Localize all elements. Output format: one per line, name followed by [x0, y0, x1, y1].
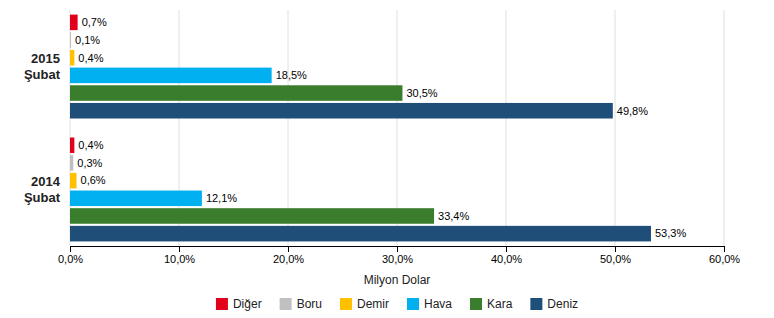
- bar: [70, 173, 77, 189]
- data-label: 49,8%: [617, 105, 648, 117]
- x-tick-line: [724, 246, 725, 252]
- category-label: 2014 Şubat: [20, 174, 61, 205]
- bar: [70, 226, 651, 242]
- plot-area: 0,7% 0,4% 0,1% 0,3% 0,4% 0,6% 18,5% 12,1% 30,5% 3…: [20, 10, 740, 287]
- x-tick-label: 20,0%: [273, 253, 304, 265]
- data-label: 30,5%: [406, 87, 437, 99]
- x-tick: 10,0%: [164, 246, 195, 265]
- grid-line: [724, 10, 725, 246]
- x-tick: 20,0%: [273, 246, 304, 265]
- legend-item: Hava: [407, 297, 452, 311]
- x-tick: 60,0%: [709, 246, 740, 265]
- data-label: 0,6%: [81, 174, 106, 186]
- legend-label: Boru: [297, 297, 322, 311]
- bars: [70, 15, 651, 242]
- category-label-line: Şubat: [20, 67, 60, 82]
- bar: [70, 103, 613, 119]
- legend-label: Hava: [424, 297, 452, 311]
- x-tick-label: 30,0%: [382, 253, 413, 265]
- x-tick-label: 10,0%: [164, 253, 195, 265]
- x-tick-label: 0,0%: [58, 253, 83, 265]
- bar: [70, 155, 73, 171]
- x-tick: 0,0%: [58, 246, 83, 265]
- x-tick-label: 60,0%: [709, 253, 740, 265]
- legend: Diğer Boru Demir Hava Kara Deniz: [216, 297, 578, 311]
- x-tick-label: 40,0%: [491, 253, 522, 265]
- category-label-line: 2015: [31, 51, 60, 66]
- chart-container: 0,7% 0,4% 0,1% 0,3% 0,4% 0,6% 18,5% 12,1% 30,5% 3…: [0, 0, 774, 318]
- legend-swatch: [407, 298, 419, 310]
- data-label: 12,1%: [206, 192, 237, 204]
- legend-swatch: [470, 298, 482, 310]
- legend-label: Deniz: [547, 297, 578, 311]
- x-tick-label: 50,0%: [600, 253, 631, 265]
- bar: [70, 191, 202, 207]
- x-tick: 40,0%: [491, 246, 522, 265]
- legend-swatch: [280, 298, 292, 310]
- data-labels: 0,7% 0,4% 0,1% 0,3% 0,4% 0,6% 18,5% 12,1% 30,5% 3…: [75, 16, 686, 239]
- legend-item: Demir: [340, 297, 389, 311]
- grid: [70, 10, 724, 246]
- legend-swatch: [530, 298, 542, 310]
- data-label: 0,1%: [75, 34, 100, 46]
- bar: [70, 32, 71, 48]
- legend-swatch: [216, 298, 228, 310]
- x-tick-line: [179, 246, 180, 252]
- data-label: 33,4%: [438, 210, 469, 222]
- category-label: 2015 Şubat: [20, 51, 60, 82]
- data-label: 0,4%: [78, 139, 103, 151]
- legend-item: Kara: [470, 297, 513, 311]
- data-label: 0,3%: [77, 157, 102, 169]
- bar: [70, 208, 434, 224]
- data-label: 53,3%: [655, 227, 686, 239]
- x-tick-line: [70, 246, 71, 252]
- bar: [70, 50, 74, 66]
- data-label: 0,4%: [78, 52, 103, 64]
- category-label-line: Şubat: [20, 190, 60, 205]
- bar: [70, 137, 74, 153]
- bar: [70, 85, 402, 101]
- x-axis: 0,0% 10,0% 20,0% 30,0% 40,0% 50,0% 60,0%: [58, 246, 740, 265]
- x-tick: 30,0%: [382, 246, 413, 265]
- x-tick-line: [506, 246, 507, 252]
- category-labels: 2015 Şubat2014 Şubat: [20, 51, 61, 205]
- data-label: 0,7%: [82, 16, 107, 28]
- legend-label: Kara: [487, 297, 513, 311]
- x-tick-line: [288, 246, 289, 252]
- x-tick-line: [615, 246, 616, 252]
- x-tick-line: [397, 246, 398, 252]
- chart-svg: 0,7% 0,4% 0,1% 0,3% 0,4% 0,6% 18,5% 12,1% 30,5% 3…: [0, 0, 774, 318]
- legend-item: Diğer: [216, 297, 262, 311]
- x-tick: 50,0%: [600, 246, 631, 265]
- category-label-line: 2014: [31, 174, 61, 189]
- bar: [70, 68, 272, 84]
- x-axis-line: [71, 247, 725, 253]
- legend-label: Demir: [357, 297, 389, 311]
- grid-line: [506, 10, 507, 246]
- legend-label: Diğer: [233, 297, 262, 311]
- legend-item: Deniz: [530, 297, 578, 311]
- x-axis-title: Milyon Dolar: [364, 273, 431, 287]
- data-label: 18,5%: [276, 69, 307, 81]
- legend-swatch: [340, 298, 352, 310]
- legend-item: Boru: [280, 297, 322, 311]
- bar: [70, 15, 78, 31]
- grid-line: [615, 10, 616, 246]
